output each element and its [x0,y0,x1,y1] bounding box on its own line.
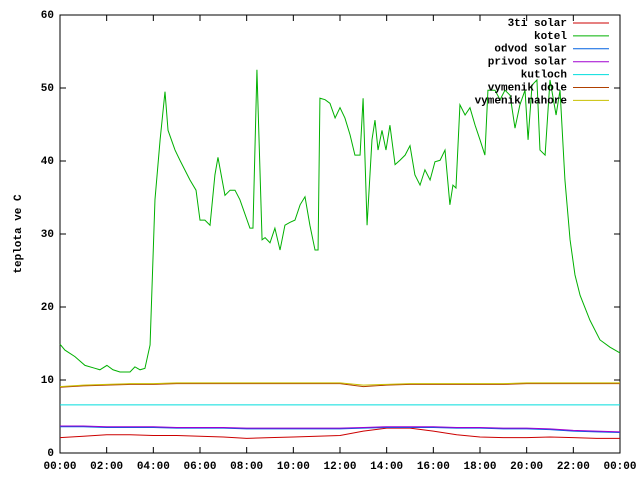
y-tick-label: 10 [41,375,54,387]
x-tick-label: 18:00 [463,461,496,473]
legend-label: privod solar [488,57,567,69]
legend-label: vymenik dole [488,82,568,94]
series-line [59,69,621,373]
legend-label: kutloch [521,70,567,82]
x-tick-label: 04:00 [137,461,170,473]
series-line [60,425,621,433]
series-line [59,382,620,388]
x-tick-label: 00:00 [43,461,76,473]
x-tick-label: 22:00 [557,461,590,473]
x-tick-label: 02:00 [90,461,123,473]
legend-label: 3ti solar [508,18,567,30]
x-tick-label: 08:00 [230,461,263,473]
y-tick-label: 40 [41,156,54,168]
series-line [60,426,621,434]
x-tick-label: 12:00 [323,461,356,473]
series-line [59,383,620,388]
series-line [59,427,620,439]
x-tick-label: 10:00 [277,461,310,473]
x-tick-label: 00:00 [603,461,636,473]
legend-label: vymenik nahore [475,95,568,107]
y-tick-label: 20 [41,302,54,314]
y-tick-label: 0 [47,448,54,460]
y-axis-label: teplota ve C [13,194,25,274]
legend-label: kotel [534,31,567,43]
y-tick-label: 60 [41,10,54,22]
x-tick-label: 14:00 [370,461,403,473]
plot-border [59,14,621,454]
x-tick-label: 20:00 [510,461,543,473]
x-tick-label: 16:00 [417,461,450,473]
legend-label: odvod solar [494,44,567,56]
y-tick-label: 50 [41,83,54,95]
x-tick-label: 06:00 [183,461,216,473]
y-tick-label: 30 [41,229,54,241]
